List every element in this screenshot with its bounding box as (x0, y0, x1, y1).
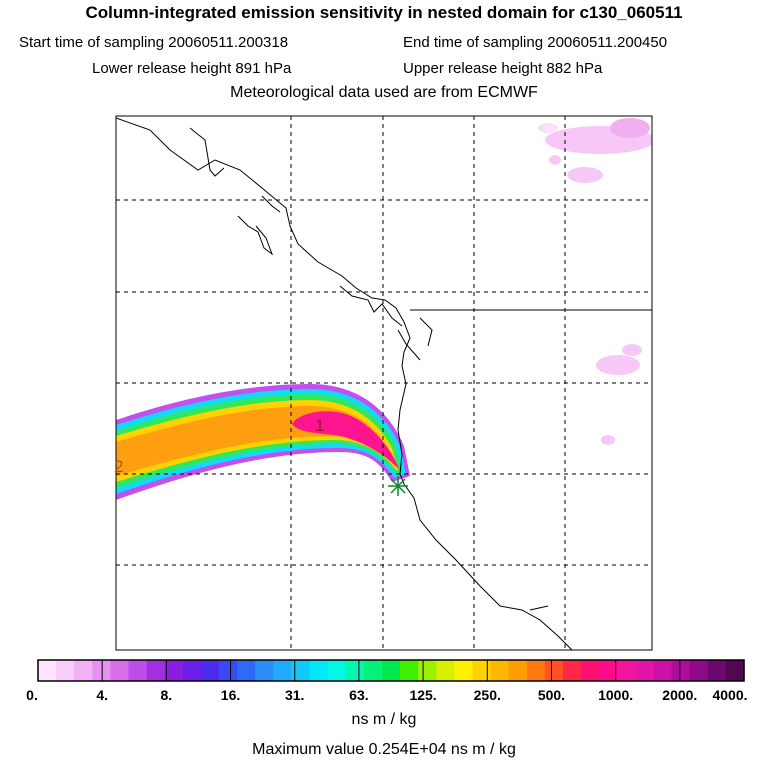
colorbar-tick-label: 2000. (662, 687, 698, 703)
plot-title: Column-integrated emission sensitivity i… (85, 3, 683, 22)
plume-marker-1: 1 (315, 416, 324, 435)
colorbar-tick-label: 125. (409, 687, 437, 703)
colorbar-tick-label: 250. (473, 687, 501, 703)
max-value-label: Maximum value 0.254E+04 ns m / kg (252, 741, 516, 758)
colorbar-tick-label: 31. (284, 687, 305, 703)
colorbar-tick-label: 4. (96, 687, 109, 703)
graticule (116, 116, 652, 650)
colorbar-tick-label: 63. (349, 687, 369, 703)
colorbar-tick-label: 500. (537, 687, 566, 703)
sampling-start-label: Start time of sampling 20060511.200318 (19, 34, 289, 51)
coastline (116, 117, 652, 650)
lower-release-height-label: Lower release height 891 hPa (92, 60, 292, 77)
plume-core-pink (292, 411, 400, 470)
met-data-label: Meteorological data used are from ECMWF (230, 84, 538, 101)
sampling-end-label: End time of sampling 20060511.200450 (403, 34, 668, 51)
faint-sensitivity-patches (538, 118, 652, 445)
colorbar-tick-label: 16. (220, 687, 241, 703)
map-frame (115, 115, 653, 651)
upper-release-height-label: Upper release height 882 hPa (403, 60, 603, 77)
colorbar-tick-label: 0. (26, 687, 38, 703)
colorbar-tick-label: 8. (160, 687, 173, 703)
colorbar-units: ns m / kg (351, 711, 417, 728)
colorbar-tick-label: 4000. (712, 687, 748, 703)
release-point-cross-icon (388, 476, 408, 496)
plume-marker-2: 2 (114, 457, 123, 476)
colorbar-tick-label: 1000. (598, 687, 634, 703)
